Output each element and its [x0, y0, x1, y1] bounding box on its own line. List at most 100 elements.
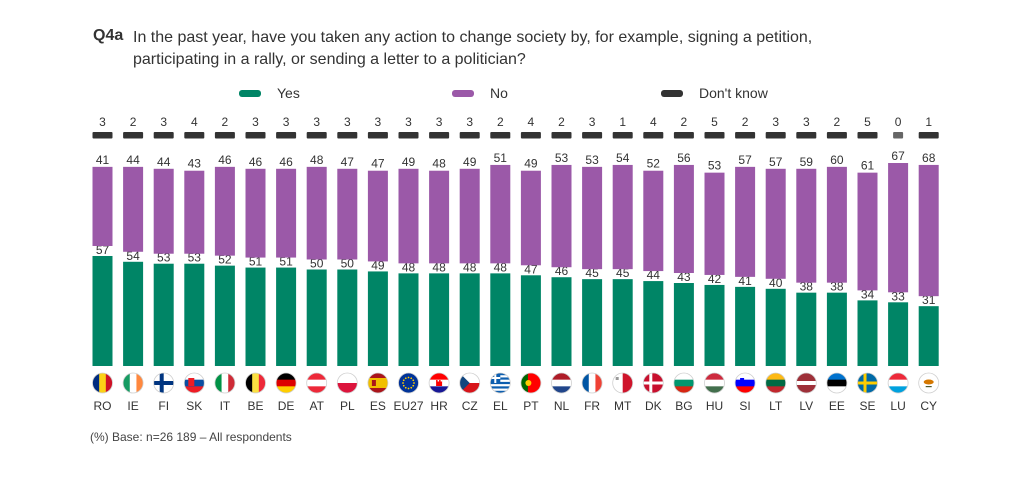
flag-border-lv: [795, 372, 817, 394]
label-yes-cz: 48: [463, 260, 477, 274]
bar-yes-hu: [704, 284, 725, 366]
label-dont-know-cz: 3: [466, 115, 473, 129]
flag-it-icon: [214, 373, 235, 393]
label-yes-el: 48: [494, 260, 508, 274]
flag-border-pt: [520, 372, 542, 394]
category-label-it: IT: [220, 399, 231, 413]
label-yes-es: 49: [371, 258, 385, 272]
bar-yes-it: [214, 265, 235, 366]
label-yes-nl: 46: [555, 264, 569, 278]
label-dont-know-sk: 4: [191, 115, 198, 129]
bar-no-fr: [582, 166, 603, 270]
flag-border-ie: [122, 372, 144, 394]
category-label-be: BE: [247, 399, 263, 413]
flag-border-bg: [673, 372, 695, 394]
flag-border-nl: [551, 372, 572, 394]
bar-dont-know-mt: [612, 132, 633, 139]
label-dont-know-bg: 2: [681, 115, 688, 129]
flag-border-hu: [704, 372, 725, 394]
flag-border-mt: [612, 372, 634, 394]
bar-dont-know-lv: [796, 132, 817, 139]
bar-dont-know-lu: [893, 132, 904, 139]
label-yes-hu: 42: [708, 272, 722, 286]
label-dont-know-pl: 3: [344, 115, 351, 129]
legend-item-no: No: [452, 84, 508, 102]
label-dont-know-at: 3: [313, 115, 320, 129]
bar-dont-know-es: [367, 132, 388, 139]
bar-dont-know-bg: [673, 132, 694, 139]
flag-cz-icon: [459, 373, 480, 393]
category-label-ie: IE: [127, 399, 138, 413]
bar-dont-know-se: [857, 132, 878, 139]
flag-si-icon: [735, 373, 756, 393]
legend-item-dont-know: Don't know: [661, 84, 768, 102]
category-label-lt: LT: [769, 399, 783, 413]
bar-yes-sk: [184, 263, 205, 366]
bar-no-de: [276, 168, 297, 258]
flag-fr-icon: [582, 373, 603, 393]
bar-no-si: [735, 166, 756, 277]
bar-yes-pt: [520, 275, 541, 366]
label-yes-lt: 40: [769, 276, 783, 290]
bar-dont-know-hr: [429, 132, 450, 139]
bar-dont-know-hu: [704, 132, 725, 139]
legend-swatch-no: [452, 89, 474, 97]
category-label-nl: NL: [554, 399, 570, 413]
flag-dk-icon: [643, 373, 664, 393]
bar-yes-bg: [673, 283, 694, 366]
category-label-bg: BG: [675, 399, 692, 413]
category-label-el: EL: [493, 399, 508, 413]
label-dont-know-dk: 4: [650, 115, 657, 129]
bar-no-bg: [673, 164, 694, 274]
flag-border-ee: [826, 372, 848, 394]
question-text: In the past year, have you taken any act…: [133, 29, 813, 68]
label-yes-fi: 53: [157, 251, 171, 265]
label-no-pl: 47: [341, 155, 355, 169]
bar-no-pt: [520, 170, 541, 266]
bar-yes-hr: [429, 273, 450, 366]
label-no-cz: 49: [463, 155, 477, 169]
category-label-de: DE: [278, 399, 295, 413]
flag-es-icon: [367, 373, 388, 393]
bar-no-fi: [153, 168, 174, 254]
label-yes-sk: 53: [188, 251, 202, 265]
label-yes-eu27: 48: [402, 260, 416, 274]
bar-no-se: [857, 172, 878, 291]
bar-yes-pl: [337, 269, 358, 366]
label-no-dk: 52: [647, 157, 661, 171]
flag-nl-icon: [551, 373, 572, 393]
label-dont-know-be: 3: [252, 115, 259, 129]
bar-no-it: [214, 166, 235, 256]
flag-lt-icon: [765, 373, 786, 393]
flag-sk-icon: [184, 373, 205, 393]
label-dont-know-pt: 4: [528, 115, 535, 129]
label-dont-know-lv: 3: [803, 115, 810, 129]
label-dont-know-nl: 2: [558, 115, 565, 129]
bar-no-at: [306, 166, 327, 260]
bar-yes-de: [276, 267, 297, 366]
flag-mt-icon: [612, 373, 633, 393]
label-yes-pt: 47: [524, 262, 538, 276]
category-label-pt: PT: [523, 399, 539, 413]
category-label-cy: CY: [920, 399, 937, 413]
label-yes-ee: 38: [830, 280, 844, 294]
bar-yes-dk: [643, 281, 664, 366]
label-dont-know-ro: 3: [99, 115, 106, 129]
flag-border-eu27: [398, 372, 419, 394]
flag-border-be: [245, 372, 266, 394]
label-no-se: 61: [861, 159, 875, 173]
legend-label-yes: Yes: [277, 85, 300, 101]
label-dont-know-eu27: 3: [405, 115, 412, 129]
flag-eu-icon: [398, 373, 419, 393]
bar-dont-know-eu27: [398, 132, 419, 139]
flag-cy-icon: [918, 373, 939, 393]
label-dont-know-el: 2: [497, 115, 504, 129]
bar-yes-el: [490, 273, 511, 366]
label-no-lt: 57: [769, 155, 783, 169]
bar-dont-know-pt: [520, 132, 541, 139]
bar-yes-lv: [796, 292, 817, 366]
label-yes-pl: 50: [341, 257, 355, 271]
bar-no-hu: [704, 172, 725, 275]
category-label-hr: HR: [430, 399, 448, 413]
label-dont-know-hu: 5: [711, 115, 718, 129]
